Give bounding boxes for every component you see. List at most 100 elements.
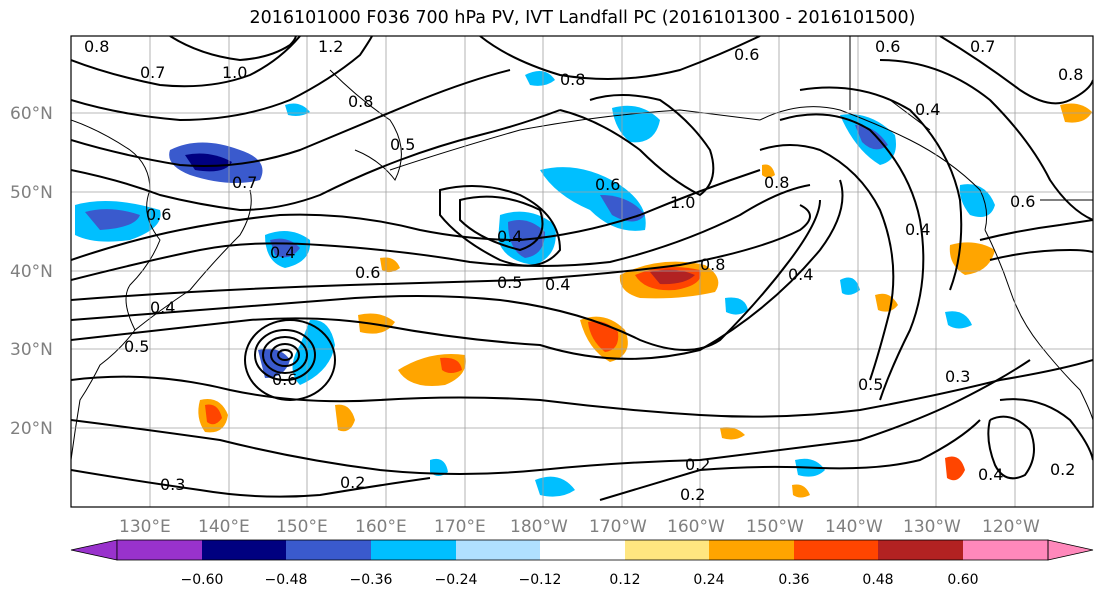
contour-line: [71, 359, 1031, 475]
colorbar-segment: [540, 540, 625, 560]
contour-line: [254, 329, 316, 381]
contour-layer: [71, 36, 1093, 501]
contour-label: 0.7: [140, 63, 165, 82]
contour-label: 0.7: [970, 37, 995, 56]
contour-label: 0.2: [1050, 460, 1075, 479]
lon-label: 130°W: [903, 517, 961, 537]
colorbar-tick: 0.36: [778, 572, 809, 588]
contour-line: [71, 36, 301, 88]
positive-patch: [762, 164, 775, 178]
colorbar-extend-high: [1047, 539, 1094, 561]
negative-patch: [525, 71, 555, 86]
contour-line: [71, 204, 811, 301]
negative-patch: [855, 125, 888, 150]
alaska-coastline: [759, 106, 988, 231]
contour-label: 0.6: [146, 205, 171, 224]
colorbar-segment: [371, 540, 456, 560]
contour-label: 0.4: [788, 265, 813, 284]
positive-patch: [720, 427, 745, 440]
contour-label: 1.2: [318, 37, 343, 56]
negative-patch: [292, 319, 335, 385]
contour-label: 0.8: [560, 70, 585, 89]
japan-coastline: [134, 189, 252, 331]
positive-patch: [792, 484, 810, 498]
contour-line: [939, 36, 1093, 105]
positive-patch: [949, 242, 995, 275]
contour-label: 0.4: [905, 220, 930, 239]
lon-label: 130°E: [119, 517, 171, 537]
lon-label: 180°W: [510, 517, 568, 537]
colorbar-tick: −0.60: [181, 572, 224, 588]
contour-label: 0.2: [680, 485, 705, 504]
contour-label: 0.6: [734, 45, 759, 64]
contour-line: [71, 469, 431, 498]
contour-label: 0.5: [390, 135, 415, 154]
lon-axis: 130°E 140°E 150°E 160°E 170°E 180°W 170°…: [119, 517, 1040, 537]
contour-line: [71, 199, 821, 351]
contour-label: 0.2: [685, 455, 710, 474]
contour-line: [559, 94, 715, 197]
colorbar-segment: [117, 540, 202, 560]
colorbar-segment: [963, 540, 1048, 560]
negative-patch: [535, 476, 575, 497]
contour-line: [799, 86, 963, 291]
colorbar-segment: [878, 540, 963, 560]
contour-line: [71, 36, 373, 122]
colorbar-segment: [286, 540, 371, 560]
contour-line: [999, 398, 1093, 461]
colorbar-tick: −0.48: [265, 572, 308, 588]
aleutian-chain: [389, 109, 761, 171]
colorbar: −0.60 −0.48 −0.36 −0.24 −0.12 0.12 0.24 …: [70, 539, 1094, 588]
contour-line: [71, 109, 561, 212]
colorbar-tick: 0.60: [947, 572, 978, 588]
negative-patch: [600, 195, 645, 222]
contour-label: 0.7: [232, 173, 257, 192]
lon-label: 140°W: [825, 517, 883, 537]
contour-line: [262, 336, 308, 374]
contour-label: 0.3: [945, 367, 970, 386]
lon-label: 140°E: [198, 517, 250, 537]
contour-line: [987, 415, 1035, 480]
colorbar-tick: −0.36: [350, 572, 393, 588]
contour-line: [71, 184, 811, 281]
lat-label: 30°N: [10, 340, 53, 360]
contour-line: [989, 248, 1093, 261]
contour-line: [169, 36, 297, 62]
positive-patch: [335, 404, 355, 432]
na-westcoast: [984, 229, 1093, 421]
colorbar-tick: 0.12: [609, 572, 640, 588]
contour-label: 0.6: [1010, 192, 1035, 211]
contour-line: [459, 195, 544, 252]
lat-axis: 60°N 50°N 40°N 30°N 20°N: [10, 104, 53, 439]
colorbar-extend-low: [70, 539, 118, 561]
lat-label: 40°N: [10, 262, 53, 282]
negative-patch: [945, 311, 972, 329]
negative-patch: [840, 277, 860, 295]
colorbar-tick: −0.12: [519, 572, 562, 588]
positive-patch: [650, 269, 695, 285]
contour-label: 0.8: [764, 173, 789, 192]
contour-line: [71, 179, 844, 360]
colorbar-tick: −0.24: [435, 572, 478, 588]
contour-label: 0.6: [595, 175, 620, 194]
contour-label: 0.3: [160, 475, 185, 494]
lon-label: 170°W: [589, 517, 647, 537]
contour-label: 0.5: [858, 375, 883, 394]
contour-label: 0.8: [84, 37, 109, 56]
contour-line: [71, 69, 511, 167]
contour-label: 0.4: [270, 243, 295, 262]
lon-label: 160°E: [355, 517, 407, 537]
contour-label: 0.6: [272, 370, 297, 389]
contour-label: 0.4: [150, 298, 175, 317]
lon-label: 170°E: [434, 517, 486, 537]
contour-line: [439, 185, 562, 267]
positive-patch: [945, 456, 965, 481]
contour-line: [759, 144, 895, 381]
lat-label: 20°N: [10, 419, 53, 439]
contour-line: [599, 419, 981, 501]
contour-line: [71, 169, 761, 261]
map-frame: [70, 35, 1094, 508]
contour-label: 0.2: [340, 473, 365, 492]
contour-label: 0.4: [545, 275, 570, 294]
